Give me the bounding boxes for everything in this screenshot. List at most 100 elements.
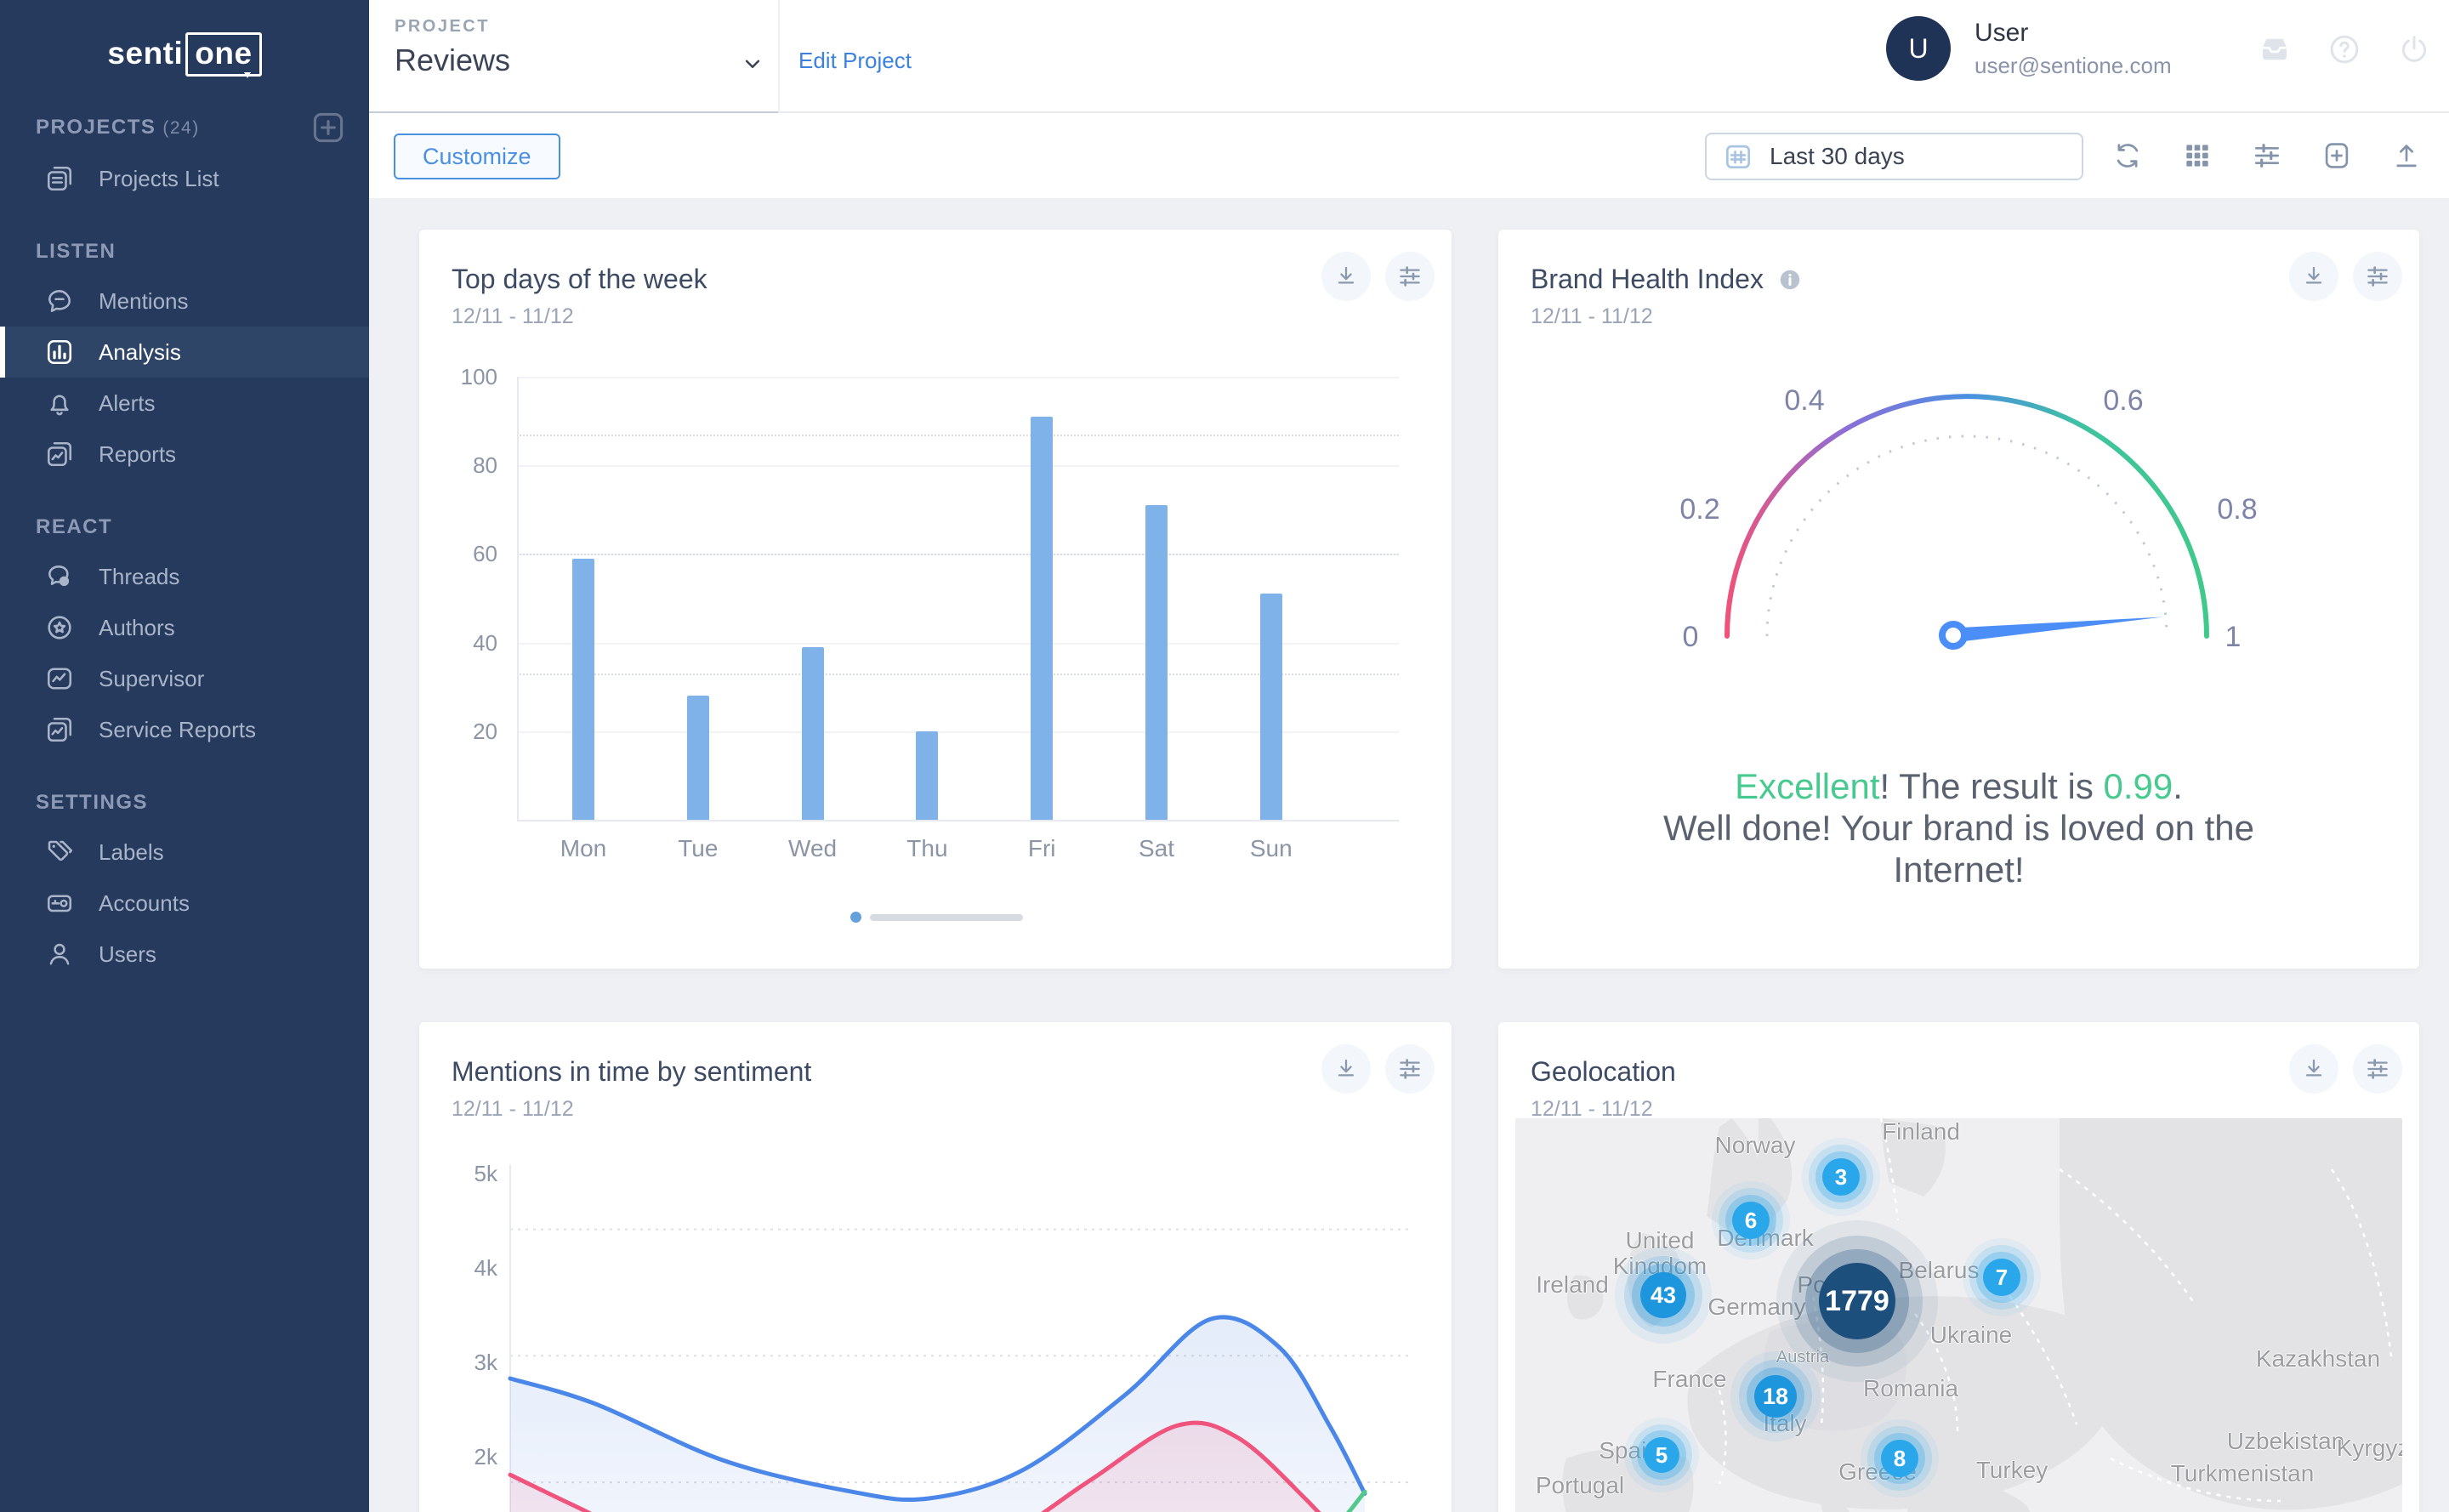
refresh-icon[interactable] — [2111, 139, 2144, 172]
bell-icon — [44, 388, 75, 418]
monitor-chart-icon — [44, 663, 75, 694]
download-icon[interactable] — [1321, 1044, 1371, 1094]
download-icon[interactable] — [2289, 1044, 2338, 1094]
map-bubble-1779[interactable]: 1779 — [1819, 1263, 1895, 1339]
result-highlight: Excellent — [1735, 766, 1880, 806]
sidebar-item-label: Analysis — [99, 338, 181, 365]
x-axis-label: Wed — [788, 835, 838, 861]
grid-icon[interactable] — [2181, 139, 2213, 172]
logo-box-text: one — [185, 32, 262, 78]
download-icon[interactable] — [2289, 252, 2338, 301]
bar-sat[interactable] — [1145, 505, 1168, 820]
sidebar-section-listen: LISTEN — [36, 240, 116, 263]
sidebar-item-alerts[interactable]: Alerts — [0, 378, 369, 429]
bar-sun[interactable] — [1259, 594, 1282, 820]
gauge-tick-label: 0.6 — [2103, 384, 2143, 417]
sidebar-item-label: Alerts — [99, 389, 156, 416]
sidebar-item-analysis[interactable]: Analysis — [0, 327, 369, 378]
add-widget-icon[interactable] — [2321, 139, 2353, 172]
filter-icon[interactable] — [1385, 1044, 1435, 1094]
map-bubble-3[interactable]: 3 — [1822, 1158, 1860, 1196]
thread-icon — [44, 561, 75, 592]
add-project-button[interactable] — [310, 109, 347, 146]
service-report-icon — [44, 714, 75, 745]
gauge-tick-label: 0.4 — [1784, 384, 1824, 417]
sidebar-item-label: Labels — [99, 838, 164, 865]
country-label: Turkey — [1975, 1457, 2048, 1483]
card-actions — [1321, 1044, 1435, 1094]
map-bubble-7[interactable]: 7 — [1983, 1259, 2020, 1296]
bar-chart-icon — [44, 337, 75, 367]
pagination-dot[interactable] — [850, 912, 861, 923]
mentions-sentiment-card: Mentions in time by sentiment 12/11 - 11… — [419, 1022, 1452, 1512]
x-axis-label: Mon — [560, 835, 607, 861]
download-icon[interactable] — [1321, 252, 1371, 301]
dashboard-content: Top days of the week 12/11 - 11/12 20 40 6… — [369, 198, 2449, 1512]
upload-icon[interactable] — [2390, 139, 2423, 172]
map-bubble-6[interactable]: 6 — [1732, 1202, 1770, 1239]
map-bubble-5[interactable]: 5 — [1644, 1437, 1679, 1473]
chevron-down-icon[interactable] — [740, 51, 765, 77]
sidebar-item-projects-list[interactable]: Projects List — [0, 153, 369, 204]
minor-gridline — [517, 674, 1399, 676]
sidebar-item-label: Threads — [99, 563, 180, 589]
power-icon[interactable] — [2396, 31, 2432, 67]
map-bubble-8[interactable]: 8 — [1881, 1440, 1918, 1477]
map-bubble-43[interactable]: 43 — [1640, 1272, 1686, 1318]
filter-icon[interactable] — [2251, 139, 2283, 172]
filter-icon[interactable] — [2353, 1044, 2402, 1094]
bar-fri[interactable] — [1031, 416, 1054, 820]
card-actions — [2289, 1044, 2402, 1094]
bar-wed[interactable] — [801, 646, 824, 820]
gridline — [517, 730, 1399, 733]
country-label: Belarus — [1898, 1257, 1980, 1283]
sidebar-item-reports[interactable]: Reports — [0, 429, 369, 480]
bar-tue[interactable] — [686, 696, 709, 820]
country-label: Kazakhstan — [2255, 1345, 2381, 1372]
map-bubble-18[interactable]: 18 — [1754, 1375, 1797, 1418]
bar-thu[interactable] — [916, 730, 939, 820]
key-icon — [44, 888, 75, 918]
europe-map[interactable]: Finland Norway Denmark United Kingdom Irelan… — [1515, 1118, 2402, 1512]
country-label: Romania — [1862, 1375, 1959, 1401]
gauge-result-line3: Internet! — [1893, 850, 2025, 890]
avatar[interactable]: U — [1886, 16, 1951, 81]
sidebar-item-label: Service Reports — [99, 716, 256, 742]
sidebar-item-labels[interactable]: Labels — [0, 827, 369, 878]
sidebar-item-label: Authors — [99, 614, 175, 640]
project-name: Reviews — [395, 43, 511, 77]
sidebar-item-label: Reports — [99, 441, 177, 467]
sidebar-item-users[interactable]: Users — [0, 929, 369, 980]
sidebar-section-settings: SETTINGS — [36, 791, 149, 814]
bar-mon[interactable] — [572, 558, 594, 820]
filter-icon[interactable] — [1385, 252, 1435, 301]
sidebar-item-label: Accounts — [99, 890, 190, 916]
top-days-card: Top days of the week 12/11 - 11/12 20 40 6… — [419, 230, 1452, 969]
sidebar-item-mentions[interactable]: Mentions — [0, 276, 369, 327]
edit-project-link[interactable]: Edit Project — [798, 48, 912, 73]
header-icons — [2257, 31, 2432, 67]
info-icon[interactable] — [1777, 267, 1803, 293]
brand-health-gauge: 0 0.2 0.4 0.6 0.8 1 — [1679, 384, 2257, 653]
sidebar-item-accounts[interactable]: Accounts — [0, 878, 369, 929]
x-axis-label: Fri — [1027, 835, 1056, 861]
project-selector[interactable]: PROJECT Reviews — [395, 17, 765, 78]
gauge-result-line1: Excellent! The result is 0.99. — [1524, 765, 2394, 807]
sidebar-item-supervisor[interactable]: Supervisor — [0, 653, 369, 704]
help-icon[interactable] — [2327, 31, 2362, 67]
date-range-button[interactable]: Last 30 days — [1705, 133, 2083, 180]
dashboard-toolbar: Customize Last 30 days — [369, 113, 2449, 198]
sidebar-item-threads[interactable]: Threads — [0, 551, 369, 602]
filter-icon[interactable] — [2353, 252, 2402, 301]
x-axis-label: Tue — [678, 835, 719, 861]
country-label: Ireland — [1536, 1271, 1609, 1298]
y-axis-label: 40 — [473, 629, 497, 656]
sidebar-item-authors[interactable]: Authors — [0, 602, 369, 653]
calendar-icon — [1722, 140, 1754, 173]
sidebar-item-service-reports[interactable]: Service Reports — [0, 704, 369, 755]
pagination-scrollbar[interactable] — [870, 914, 1023, 921]
inbox-icon[interactable] — [2257, 31, 2293, 67]
customize-button[interactable]: Customize — [394, 134, 560, 179]
projects-icon — [44, 163, 75, 194]
